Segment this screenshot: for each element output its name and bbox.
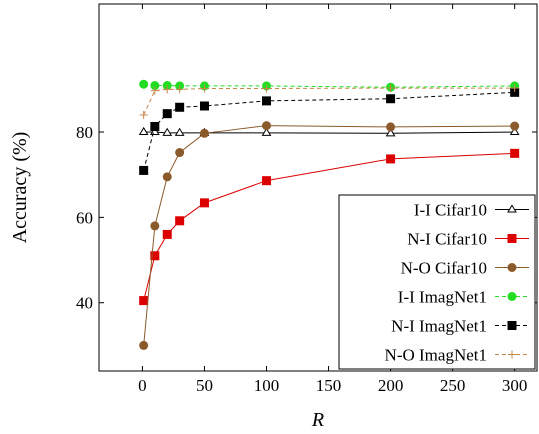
x-tick-label-2: 50 [196,376,213,395]
legend-marker-3 [507,263,517,272]
series-3-point-2 [150,221,160,231]
series-3 [139,121,520,350]
plot-frame [98,3,538,372]
series-2-point-2 [150,251,160,261]
y-tick-label-1: 40 [76,294,93,313]
legend-marker-2 [507,234,517,243]
series-3-point-7 [386,122,396,132]
series-6-point-8 [510,84,519,93]
series-5-point-5 [199,101,209,111]
series-5-point-8 [510,87,520,97]
series-1 [138,126,520,137]
x-axis-label: R [311,409,324,431]
series-2-point-1 [139,296,149,306]
legend-entry-4: I-I ImagNet1 [398,288,529,307]
series-5-point-7 [386,94,396,104]
legend-marker-5 [507,321,517,330]
series-1-line [143,131,515,134]
legend-entry-6: N-O ImagNet1 [385,346,529,365]
legend-label-6: N-O ImagNet1 [385,346,487,365]
series-2-point-4 [175,216,185,226]
series-4-point-1 [139,79,149,89]
series-5-point-4 [175,102,185,112]
legend-marker-4 [507,292,517,301]
series-1-point-7 [385,128,396,137]
legend-entry-1: I-I Cifar10 [414,201,529,220]
series-4 [139,79,520,92]
series-3-point-5 [199,128,209,138]
series-5-point-2 [150,121,160,131]
series-1-point-8 [509,126,520,136]
legend-label-1: I-I Cifar10 [414,201,487,220]
series-6-point-2 [150,86,159,95]
y-tick-label-3: 80 [76,123,93,142]
legend-box [338,194,536,370]
series-2-point-6 [262,176,272,186]
series-3-point-3 [162,172,172,182]
legend-label-5: N-I ImagNet1 [391,317,487,336]
series-6 [139,84,519,119]
x-tick-label-4: 150 [316,376,342,395]
series-3-point-1 [139,340,149,350]
series-5 [139,87,520,175]
legend-marker-6 [508,350,516,359]
series-2-point-7 [386,154,396,164]
series-3-point-6 [262,121,272,131]
x-tick-label-1: 0 [138,376,147,395]
series-5-point-3 [162,109,172,119]
series-6-point-3 [163,85,172,94]
legend-entry-2: N-I Cifar10 [407,230,529,249]
series-6-point-6 [262,84,271,93]
legend-marker-1 [507,204,517,213]
series-5-point-6 [262,96,272,106]
y-tick-label-2: 60 [76,208,93,227]
series-6-line [143,87,515,116]
y-axis-label: Accuracy (%) [9,132,31,244]
x-tick-label-3: 100 [254,376,280,395]
series-5-line [143,91,515,171]
series-6-point-1 [139,110,148,119]
series-2 [139,148,520,306]
x-tick-label-6: 250 [440,376,466,395]
series-4-line [143,83,515,88]
legend-label-2: N-I Cifar10 [407,230,487,249]
series-3-point-8 [510,121,520,131]
series-3-line [143,125,515,346]
series-1-point-4 [174,127,185,136]
series-6-point-4 [175,85,184,94]
legend-label-3: N-O Cifar10 [401,259,487,278]
series-2-point-5 [199,198,209,208]
legend-entry-5: N-I ImagNet1 [391,317,529,336]
plot-area [138,79,520,350]
legend-entry-3: N-O Cifar10 [401,259,529,278]
x-tick-label-5: 200 [378,376,404,395]
series-3-point-4 [175,148,185,158]
series-1-point-6 [261,127,272,136]
series-4-point-2 [150,81,160,91]
series-2-point-3 [162,229,172,239]
axes: 0 50 100 150 200 250 300 40 60 80 R Accuracy (%) [9,3,538,431]
series-1-point-3 [162,127,173,136]
series-6-point-7 [386,84,395,93]
legend-label-4: I-I ImagNet1 [398,288,487,307]
series-2-point-8 [510,148,520,158]
legend: I-I Cifar10 N-I Cifar10 N-O Cifar10 I-I Ima… [338,194,536,370]
series-1-point-1 [138,126,149,136]
series-6-point-5 [200,84,209,93]
series-5-point-1 [139,165,149,175]
x-tick-label-7: 300 [502,376,528,395]
